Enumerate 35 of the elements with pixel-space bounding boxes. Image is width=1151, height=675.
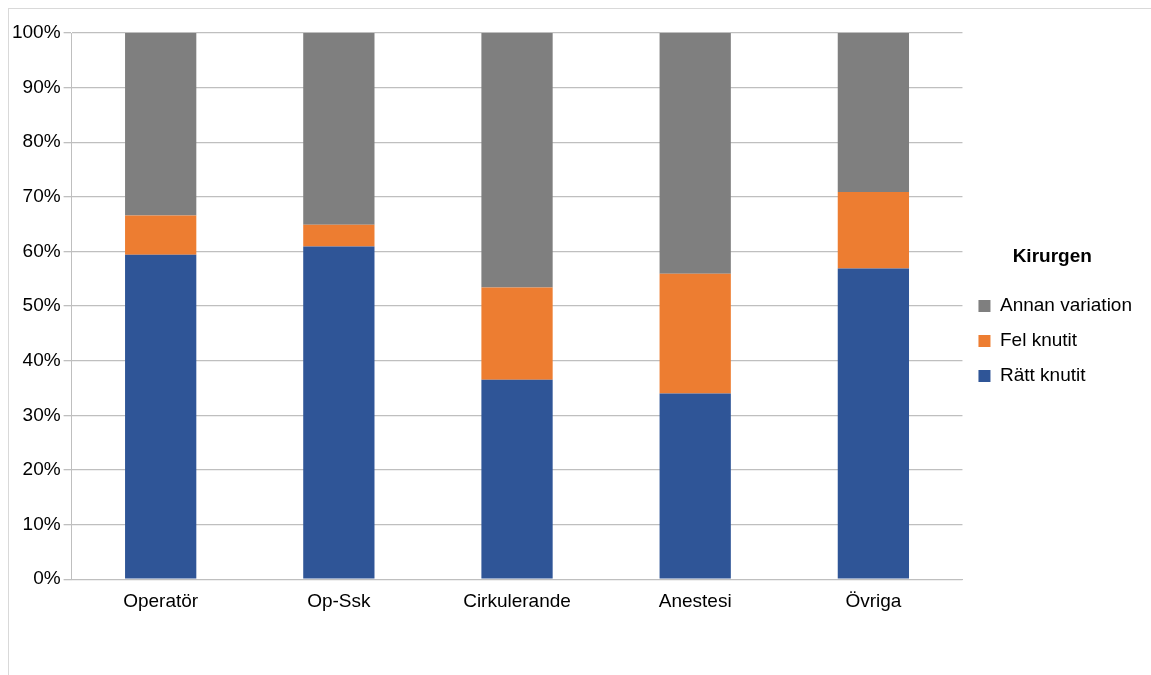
- bar: [837, 268, 910, 579]
- x-tick-label: Anestesi: [658, 589, 732, 611]
- bar: [125, 215, 197, 255]
- y-tick-label: 80%: [22, 130, 61, 152]
- y-tick-label: 70%: [22, 185, 61, 207]
- y-tick-label: 20%: [22, 458, 61, 480]
- y-tick-label: 60%: [22, 239, 61, 261]
- legend-label: Annan variation: [999, 294, 1133, 316]
- bar: [125, 254, 197, 579]
- legend-title: Kirurgen: [1012, 245, 1092, 267]
- y-tick-label: 0%: [33, 567, 61, 589]
- bar: [481, 287, 553, 380]
- x-tick-label: Cirkulerande: [463, 589, 571, 611]
- y-tick-label: 100%: [11, 21, 61, 43]
- bar: [303, 33, 375, 225]
- bar: [659, 273, 731, 394]
- x-tick-label: Övriga: [845, 589, 902, 611]
- bar: [659, 33, 731, 274]
- bar: [303, 246, 375, 579]
- bar: [125, 33, 197, 216]
- y-tick-label: 30%: [22, 403, 61, 425]
- y-tick-label: 10%: [22, 512, 61, 534]
- x-tick-label: Op-Ssk: [307, 589, 372, 611]
- bar: [481, 33, 553, 288]
- legend-label: Fel knutit: [999, 329, 1078, 351]
- bar: [303, 224, 375, 247]
- bar: [837, 191, 910, 269]
- bar: [837, 33, 910, 192]
- y-tick-label: 40%: [22, 348, 61, 370]
- y-tick-label: 90%: [22, 75, 61, 97]
- legend-label: Rätt knutit: [999, 364, 1087, 386]
- bar: [481, 379, 553, 579]
- y-tick-label: 50%: [22, 294, 61, 316]
- bar: [659, 393, 731, 579]
- x-tick-label: Operatör: [123, 589, 199, 611]
